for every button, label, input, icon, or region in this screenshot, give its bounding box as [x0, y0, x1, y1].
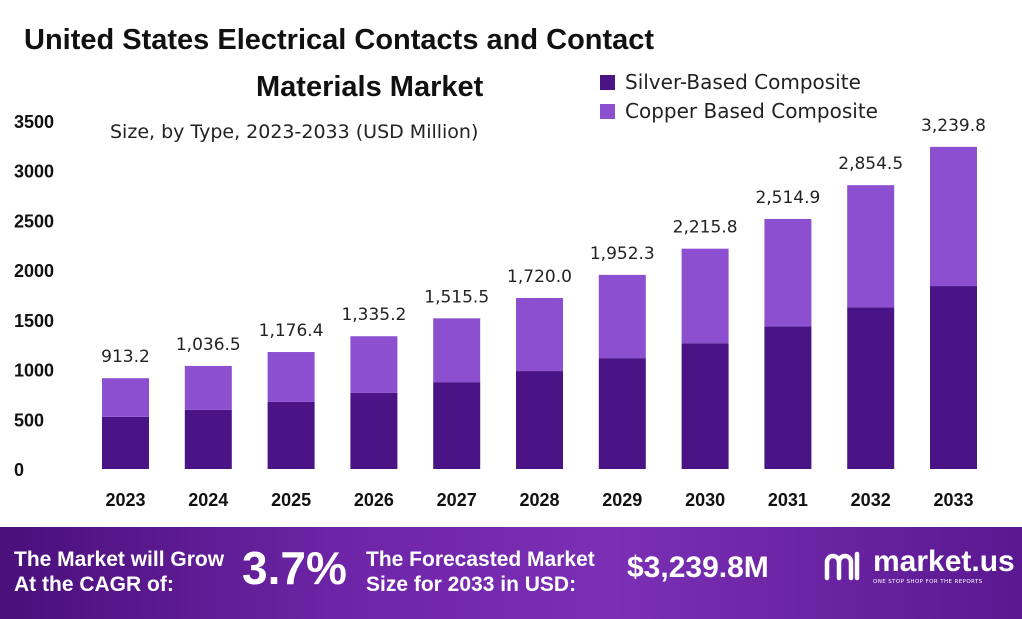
bar-copper-based-composite	[267, 352, 315, 402]
bar-copper-based-composite	[516, 297, 563, 372]
bar-silver-based-composite	[847, 307, 895, 469]
bar-copper-based-composite	[930, 146, 977, 287]
forecast-label-line-2: Size for 2033 in USD:	[366, 573, 577, 596]
x-tick-label: 2025	[271, 490, 311, 510]
bar-total-label: 2,514.9	[755, 188, 820, 208]
bar-silver-based-composite	[598, 358, 646, 469]
legend-label-silver: Silver-Based Composite	[625, 70, 861, 94]
bar-total-label: 3,239.8	[921, 116, 986, 136]
bar-total-label: 1,515.5	[424, 287, 489, 307]
bar-copper-based-composite	[184, 365, 232, 410]
y-tick-label: 0	[14, 460, 24, 480]
bar-silver-based-composite	[102, 416, 149, 469]
x-tick-label: 2023	[105, 490, 145, 510]
bar-total-label: 2,854.5	[838, 154, 903, 174]
y-tick-label: 2500	[14, 211, 54, 231]
x-tick-label: 2024	[188, 490, 228, 510]
bar-copper-based-composite	[764, 218, 812, 327]
x-tick-label: 2033	[933, 490, 973, 510]
bar-copper-based-composite	[102, 378, 149, 417]
bar-silver-based-composite	[764, 326, 812, 469]
x-tick-label: 2030	[685, 490, 725, 510]
bar-silver-based-composite	[184, 409, 232, 469]
cagr-label-line-1: The Market will Grow	[14, 548, 225, 571]
legend-item-copper: Copper Based Composite	[600, 99, 878, 123]
bar-chart: 0 500 1000 1500 2000 2500 3000 3500 913.2 2023 1,0…	[14, 112, 986, 510]
bar-copper-based-composite	[681, 248, 729, 344]
x-tick-label: 2031	[768, 490, 808, 510]
chart-subtitle: Size, by Type, 2023-2033 (USD Million)	[110, 121, 479, 143]
x-tick-label: 2032	[851, 490, 891, 510]
bar-silver-based-composite	[930, 286, 977, 469]
forecast-label-line-1: The Forecasted Market	[366, 548, 595, 571]
legend-label-copper: Copper Based Composite	[625, 99, 878, 123]
bar-total-label: 2,215.8	[673, 218, 738, 238]
legend-swatch-silver	[600, 74, 615, 90]
x-tick-label: 2027	[437, 490, 477, 510]
y-tick-label: 1000	[14, 361, 54, 381]
y-tick-label: 500	[14, 410, 44, 430]
bar-total-label: 913.2	[101, 347, 150, 367]
bar-copper-based-composite	[350, 336, 398, 393]
cagr-label-line-2: At the CAGR of:	[14, 573, 174, 596]
brand-name: market.us	[873, 545, 1015, 578]
bar-total-label: 1,720.0	[507, 267, 572, 287]
legend-item-silver: Silver-Based Composite	[600, 70, 861, 94]
y-tick-label: 2000	[14, 261, 54, 281]
legend-swatch-copper	[600, 103, 615, 119]
x-tick-label: 2026	[354, 490, 394, 510]
chart-title-line-2: Materials Market	[256, 71, 484, 103]
y-tick-label: 1500	[14, 311, 54, 331]
bar-copper-based-composite	[598, 274, 646, 359]
bar-silver-based-composite	[516, 371, 563, 469]
bar-silver-based-composite	[350, 392, 398, 469]
y-tick-label: 3000	[14, 162, 54, 182]
cagr-value: 3.7%	[242, 542, 347, 594]
bar-silver-based-composite	[267, 401, 315, 469]
x-tick-label: 2028	[519, 490, 559, 510]
chart-title-line-1: United States Electrical Contacts and Co…	[24, 24, 655, 56]
brand-tagline: ONE STOP SHOP FOR THE REPORTS	[873, 579, 983, 585]
footer-banner: The Market will Grow At the CAGR of: 3.7…	[0, 527, 1022, 619]
brand-logo[interactable]: market.us ONE STOP SHOP FOR THE REPORTS	[823, 547, 1015, 585]
bar-total-label: 1,335.2	[341, 305, 406, 325]
forecast-value: $3,239.8M	[627, 551, 769, 584]
bar-copper-based-composite	[433, 318, 481, 383]
bar-silver-based-composite	[433, 382, 481, 469]
bar-silver-based-composite	[681, 343, 729, 469]
bar-total-label: 1,176.4	[259, 321, 324, 341]
market-us-logo-icon	[824, 551, 860, 581]
bar-total-label: 1,036.5	[176, 335, 241, 355]
bar-copper-based-composite	[847, 185, 895, 308]
bar-total-label: 1,952.3	[590, 244, 655, 264]
x-tick-label: 2029	[602, 490, 642, 510]
y-tick-label: 3500	[14, 112, 54, 132]
